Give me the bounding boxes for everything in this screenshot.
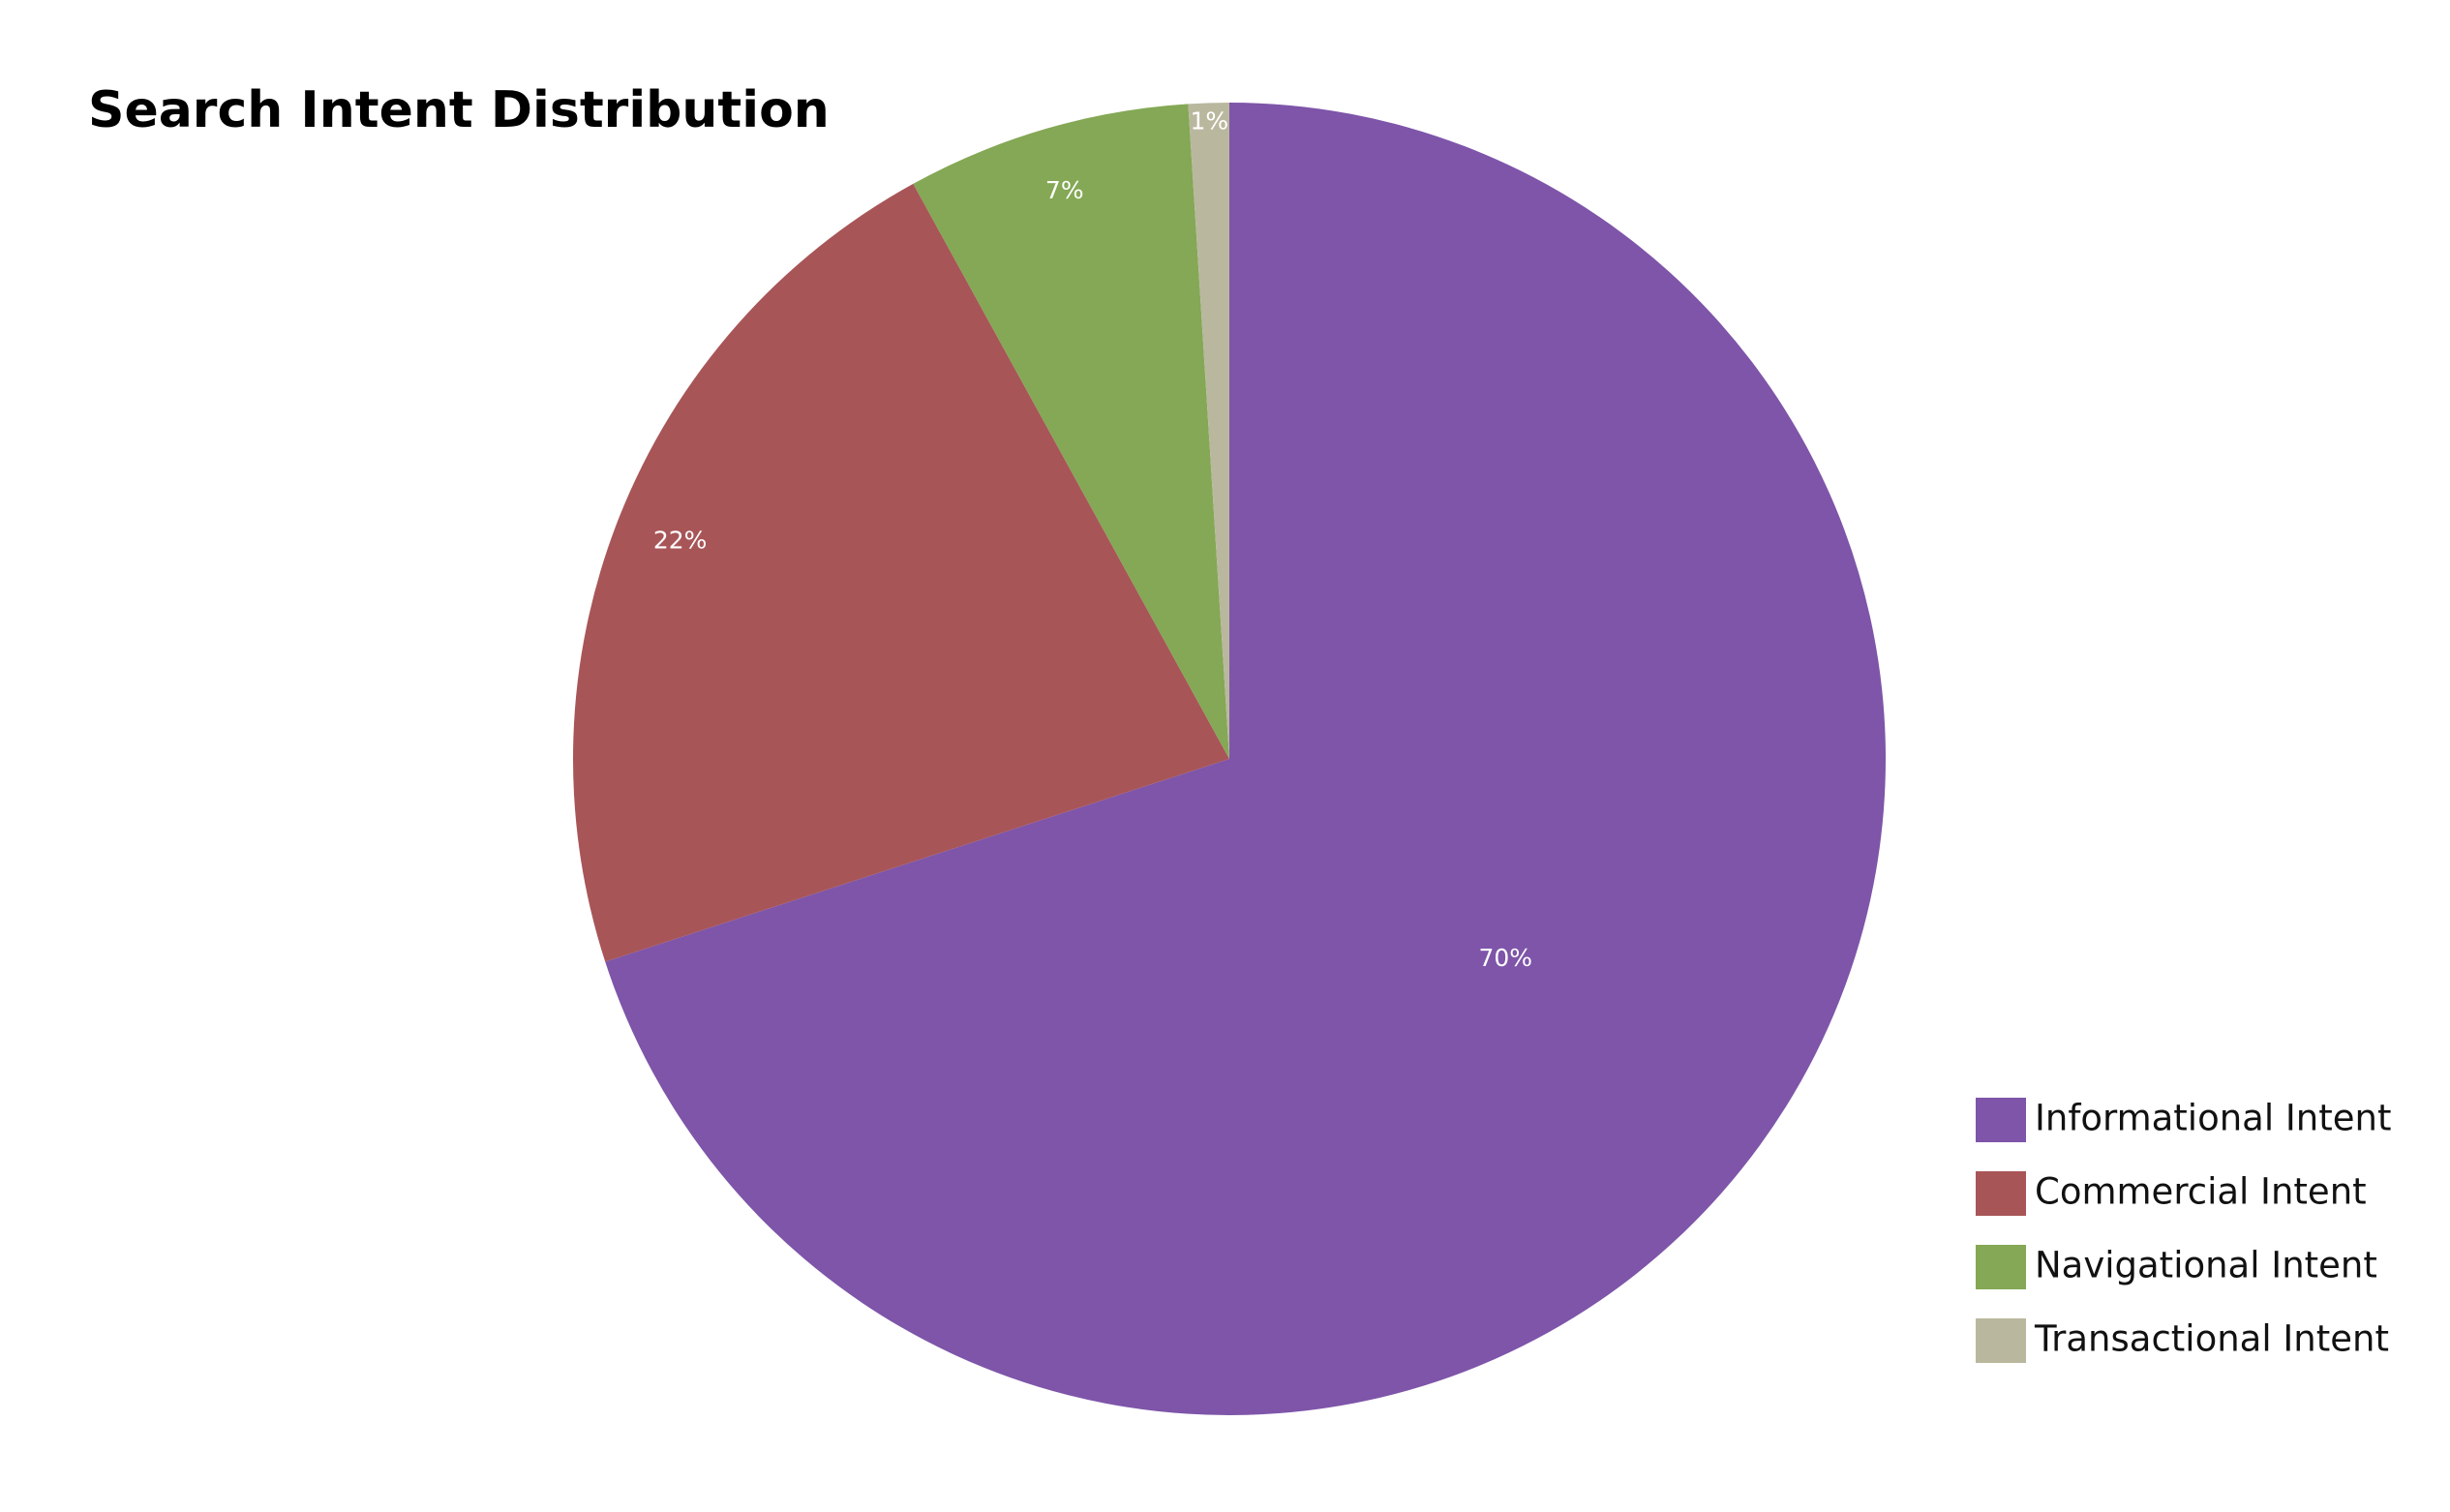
legend-swatch	[1976, 1171, 2026, 1216]
value-label: 22%	[653, 526, 708, 554]
pie-slice	[1188, 103, 1229, 759]
legend-label: Commercial Intent	[2035, 1171, 2367, 1213]
value-label: 70%	[1478, 944, 1532, 972]
legend-swatch	[1976, 1098, 2026, 1142]
pie-slice	[572, 183, 1229, 962]
legend-swatch	[1976, 1318, 2026, 1363]
pie-slice	[913, 104, 1229, 759]
value-label: 7%	[1045, 176, 1084, 204]
legend-label: Informational Intent	[2035, 1098, 2391, 1139]
pie-slice	[605, 103, 1887, 1415]
value-label: 1%	[1191, 107, 1229, 136]
legend-swatch	[1976, 1245, 2026, 1289]
legend-label: Navigational Intent	[2035, 1245, 2377, 1286]
chart-title: Search Intent Distribution	[88, 81, 830, 139]
legend-label: Transactional Intent	[2034, 1318, 2389, 1360]
